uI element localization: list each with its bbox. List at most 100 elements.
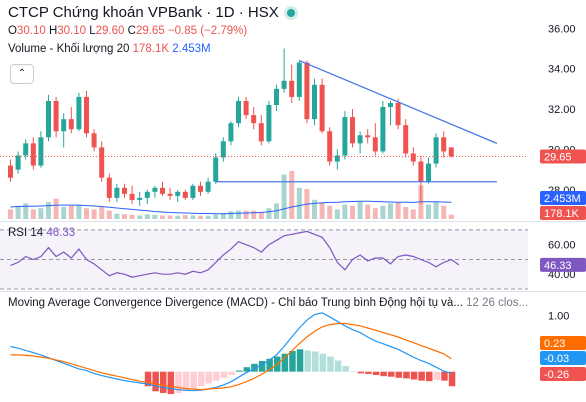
- volume-bar: [61, 207, 67, 219]
- volume-ma-tag: 2.453M: [540, 191, 586, 205]
- volume-bar: [448, 214, 454, 219]
- rsi-tick-label: 40.00: [548, 269, 576, 281]
- volume-bar: [319, 202, 325, 219]
- candle-body: [53, 100, 59, 132]
- candle-body: [8, 165, 13, 178]
- candle-body: [365, 135, 371, 138]
- candlesticks: [0, 48, 528, 206]
- axis-tags: 29.65 2.453M 178.1K 46.33 0.23 -0.03 -0.26: [540, 149, 586, 381]
- candle-body: [441, 137, 447, 152]
- volume-bar: [220, 213, 226, 219]
- candle-body: [106, 177, 112, 198]
- volume-bar: [23, 203, 29, 219]
- macd-legend[interactable]: Moving Average Convergence Divergence (M…: [8, 297, 528, 309]
- macd-histogram-bar: [289, 350, 296, 372]
- candle-body: [99, 147, 105, 178]
- macd-histogram-bar: [365, 371, 372, 374]
- volume-bar: [182, 215, 188, 219]
- collapse-legend-button[interactable]: ⌃: [10, 64, 34, 84]
- low-label: L: [89, 25, 96, 37]
- volume-bar: [8, 209, 13, 219]
- trendlines: [215, 59, 498, 183]
- macd-pane: [10, 312, 456, 395]
- candle-body: [23, 143, 29, 156]
- volume-bar: [30, 209, 36, 219]
- macd-histogram-bar: [266, 358, 273, 372]
- candle-body: [319, 84, 325, 132]
- macd-histogram-bar: [350, 371, 357, 372]
- rsi-legend[interactable]: RSI 14 46.33: [8, 227, 75, 239]
- rsi-background: [0, 229, 528, 290]
- resistance-trendline: [299, 59, 498, 144]
- candle-body: [46, 100, 51, 138]
- macd-histogram-bar: [213, 371, 220, 381]
- high-label: H: [48, 25, 58, 37]
- rsi-tag: 46.33: [540, 257, 586, 272]
- volume-legend[interactable]: Volume - Khối lượng 20 178.1K 2.453M: [8, 43, 211, 55]
- macd-histogram-bar: [304, 350, 311, 372]
- macd-histogram-bar: [403, 371, 410, 379]
- last-price-tag-bg: [540, 149, 586, 164]
- macd-hist-tag-bg: [540, 367, 586, 381]
- rsi-tick-label: 60.00: [548, 240, 576, 252]
- candle-body: [84, 96, 89, 134]
- close-value: 29.65: [135, 25, 165, 37]
- macd-line-tag-bg: [540, 351, 586, 365]
- change-value: −0.85 (−2.79%): [167, 25, 248, 37]
- volume-tag-bg: [540, 206, 586, 220]
- macd-histogram-bar: [281, 353, 289, 372]
- macd-histogram-bar: [258, 361, 266, 372]
- candle-body: [258, 123, 264, 142]
- macd-histogram-bar: [357, 371, 365, 374]
- macd-histogram-bar: [395, 371, 403, 378]
- macd-signal-tag-text: 0.23: [544, 338, 565, 350]
- volume-bar: [365, 204, 371, 219]
- candle-body: [289, 80, 295, 97]
- volume-bar: [122, 214, 127, 219]
- macd-histogram-bar: [190, 371, 197, 389]
- volume-bar: [372, 208, 378, 219]
- candle-body: [274, 88, 279, 105]
- volume-bar: [251, 210, 257, 219]
- rsi-value: 46.33: [46, 227, 76, 239]
- candle-body: [190, 185, 196, 198]
- panel-dividers: [0, 221, 586, 292]
- candle-body: [418, 161, 424, 182]
- macd-histogram-bar: [228, 371, 235, 376]
- candle-body: [175, 191, 181, 196]
- volume-bar: [433, 202, 439, 219]
- volume-bar: [342, 204, 348, 219]
- rsi-label: RSI 14: [8, 227, 44, 239]
- volume-bar: [15, 205, 21, 219]
- macd-hist-tag-text: -0.26: [544, 369, 569, 381]
- volume-bar: [281, 174, 287, 219]
- macd-histogram-bar: [388, 371, 395, 377]
- volume-bar: [312, 199, 317, 219]
- ohlc-values: O30.10 H30.10 L29.60 C29.65 −0.85 (−2.79…: [8, 25, 247, 37]
- volume-bar: [357, 201, 363, 219]
- candle-body: [144, 191, 150, 198]
- last-price-tag: 29.65: [540, 149, 586, 164]
- candle-body: [395, 102, 401, 126]
- macd-histogram-bar: [160, 371, 167, 393]
- open-label: O: [8, 25, 17, 37]
- volume-ma-tag-text: 2.453M: [544, 193, 581, 205]
- candle-body: [152, 187, 158, 192]
- volume-bar: [160, 215, 165, 219]
- volume-bar: [114, 213, 120, 219]
- macd-histogram-bar: [433, 371, 441, 381]
- candle-body: [410, 153, 416, 162]
- candle-body: [91, 133, 97, 148]
- candle-body: [448, 147, 454, 157]
- rsi-tag-text: 46.33: [544, 260, 572, 272]
- volume-bar: [266, 208, 272, 219]
- macd-histogram-bar: [144, 371, 152, 387]
- candle-body: [114, 187, 120, 198]
- volume-bar: [289, 171, 295, 219]
- volume-bar: [426, 204, 431, 219]
- volume-bar: [190, 215, 196, 219]
- candle-body: [380, 107, 386, 152]
- volume-bar: [205, 215, 211, 219]
- candle-body: [220, 141, 226, 158]
